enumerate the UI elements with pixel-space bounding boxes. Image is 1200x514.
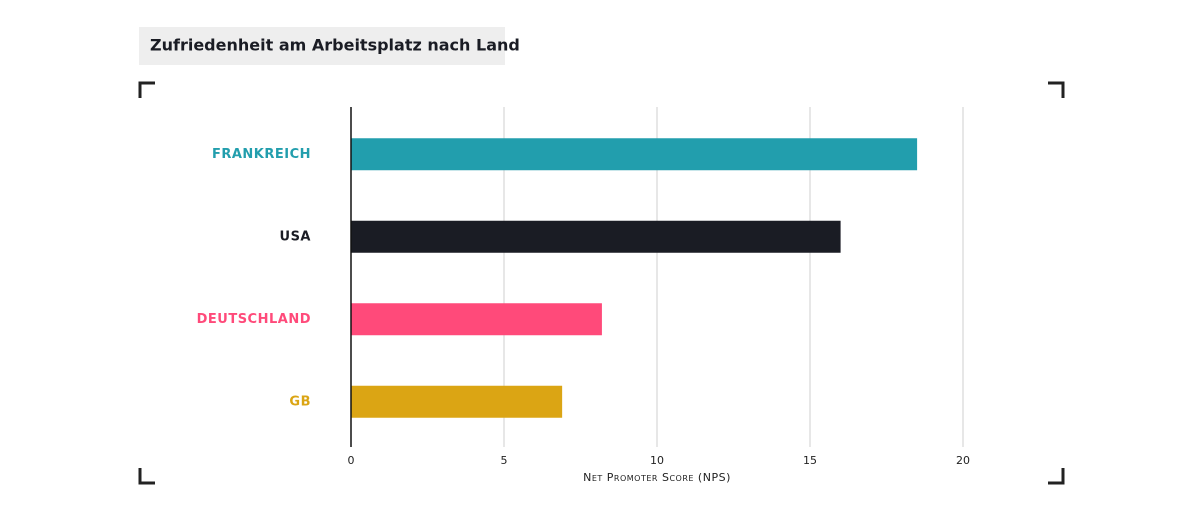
x-tick-label: 20 [956,454,970,467]
x-axis-label: Net Promoter Score (NPS) [583,471,731,484]
y-tick-label: USA [280,229,311,244]
x-tick-label: 10 [650,454,664,467]
x-tick-label: 0 [348,454,355,467]
x-tick-label: 5 [501,454,508,467]
corner [1048,81,1065,98]
corner [138,468,155,485]
chart-title: Zufriedenheit am Arbeitsplatz nach Land [150,36,520,55]
x-tick-label: 15 [803,454,817,467]
bar [351,138,918,171]
title-box [139,27,505,65]
bar [351,220,841,253]
bar [351,303,602,336]
corner [138,81,155,98]
y-tick-label: FRANKREICH [212,147,311,162]
y-tick-label: GB [289,394,311,409]
y-tick-label: DEUTSCHLAND [197,312,311,327]
bar [351,385,563,418]
corner [1048,468,1065,485]
